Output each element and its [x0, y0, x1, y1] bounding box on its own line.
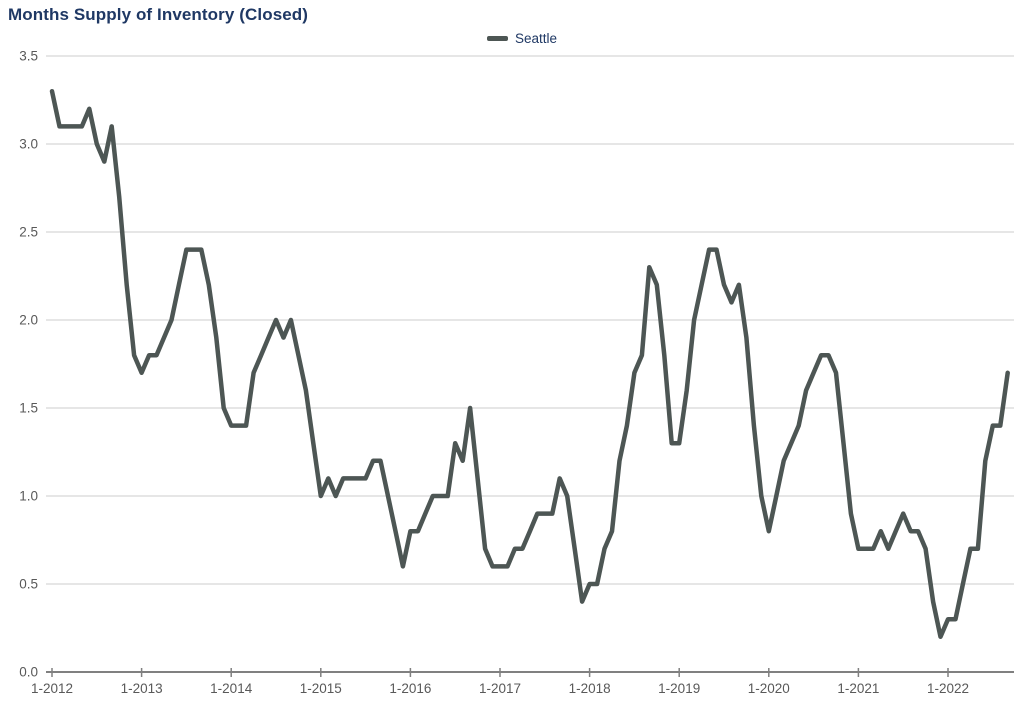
x-axis-tick-label: 1-2016 [389, 681, 431, 696]
seattle-series-swatch-icon [487, 35, 508, 41]
y-axis-tick-label: 1.5 [19, 401, 38, 416]
x-axis-tick-label: 1-2018 [569, 681, 611, 696]
y-axis-tick-label: 0.5 [19, 577, 38, 592]
x-axis-tick-label: 1-2020 [748, 681, 790, 696]
y-axis-tick-label: 3.0 [19, 137, 38, 152]
x-axis-tick-label: 1-2019 [658, 681, 700, 696]
x-axis-tick-label: 1-2013 [121, 681, 163, 696]
seattle-series-line [49, 88, 1010, 640]
x-axis-tick-label: 1-2014 [210, 681, 253, 696]
y-axis-tick-label: 3.5 [19, 49, 38, 64]
x-axis-tick-label: 1-2015 [300, 681, 342, 696]
legend: Seattle [487, 29, 557, 47]
y-axis-tick-label: 2.5 [19, 225, 38, 240]
x-axis-tick-label: 1-2022 [927, 681, 969, 696]
y-axis-tick-label: 2.0 [19, 313, 38, 328]
legend-label-seattle[interactable]: Seattle [515, 30, 558, 46]
x-axis-tick-label: 1-2021 [837, 681, 879, 696]
x-axis-tick-label: 1-2017 [479, 681, 521, 696]
y-axis-tick-label: 1.0 [19, 489, 38, 504]
x-axis-tick-label: 1-2012 [31, 681, 73, 696]
chart-title: Months Supply of Inventory (Closed) [8, 5, 309, 24]
y-axis-tick-label: 0.0 [19, 665, 38, 680]
